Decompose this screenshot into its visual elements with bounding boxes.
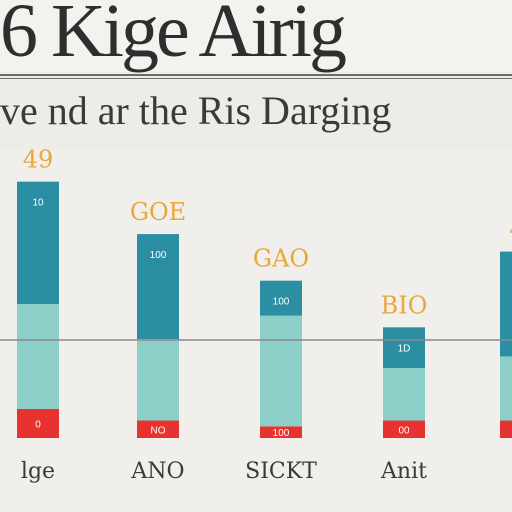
segment-label: NO	[151, 425, 166, 436]
segment-label: 1D	[398, 343, 411, 354]
bar-segment-top	[137, 234, 179, 339]
segment-label: 100	[273, 297, 290, 308]
title-rule-bottom	[0, 78, 512, 79]
chart-title: 6 Kige Airig	[0, 0, 347, 73]
segment-label: 100	[150, 250, 167, 261]
bar-segment-top	[500, 251, 512, 357]
bar-segment-middle	[500, 356, 512, 421]
title-rule-top	[0, 74, 512, 76]
bar-segment-bottom	[137, 420, 179, 438]
category-label: SICKT	[245, 459, 317, 484]
segment-label: 10	[32, 198, 44, 209]
plot-area	[0, 150, 512, 512]
bar-segment-top	[260, 280, 302, 316]
bar-segment-bottom	[17, 408, 59, 438]
bar-segment-middle	[137, 338, 179, 421]
bar-value-label: GAO	[253, 245, 309, 273]
bar-segment-top	[17, 181, 59, 304]
category-label: Anit	[380, 459, 427, 484]
bar-value-label: 49	[23, 146, 54, 174]
segment-label: 100	[273, 428, 290, 439]
bar-segment-middle	[17, 304, 59, 409]
bar-value-label: BIO	[381, 291, 428, 319]
bar-segment-top	[383, 327, 425, 369]
bar-segment-bottom	[260, 426, 302, 438]
chart-subtitle: ve nd ar the Ris Darging	[0, 88, 392, 133]
bar-segment-middle	[260, 315, 302, 427]
category-label: ANO	[130, 459, 184, 484]
segment-label: 0	[35, 419, 41, 430]
bar-value-label: GOE	[130, 198, 186, 226]
bar-value-label: 4	[509, 216, 512, 244]
bar-segment-middle	[383, 368, 425, 421]
bar-segment-bottom	[383, 420, 425, 438]
segment-label: 00	[398, 425, 410, 436]
title-band	[0, 0, 512, 72]
category-label: lge	[21, 459, 55, 484]
bar-segment-bottom	[500, 420, 512, 438]
